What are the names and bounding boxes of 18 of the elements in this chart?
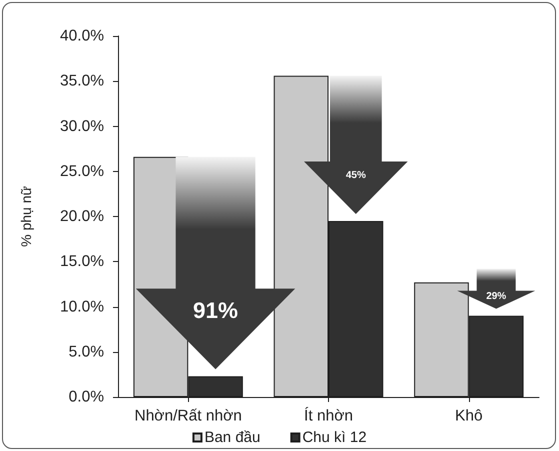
y-tick-label: 30.0% <box>60 118 104 135</box>
y-tick-label: 5.0% <box>68 343 104 360</box>
y-tick-label: 15.0% <box>60 253 104 270</box>
annotation: 91% <box>193 298 238 323</box>
x-tick-label: Ít nhờn <box>304 406 353 424</box>
legend-label: Ban đầu <box>204 429 260 446</box>
y-axis-title: % phụ nữ <box>18 186 34 247</box>
y-tick-label: 10.0% <box>60 298 104 316</box>
y-tick-label: 20.0% <box>60 208 104 225</box>
x-tick-label: Khô <box>455 408 483 424</box>
annotation: 45% <box>346 170 366 182</box>
annotation: 29% <box>486 290 506 302</box>
y-tick-label: 40.0% <box>60 28 104 44</box>
legend-label: Chu kì 12 <box>302 429 367 446</box>
y-tick-label: 35.0% <box>60 72 104 90</box>
x-tick-label: Nhờn/Rất nhờn <box>134 408 242 424</box>
y-tick-label: 25.0% <box>60 162 104 180</box>
y-tick-label: 0.0% <box>68 388 104 406</box>
